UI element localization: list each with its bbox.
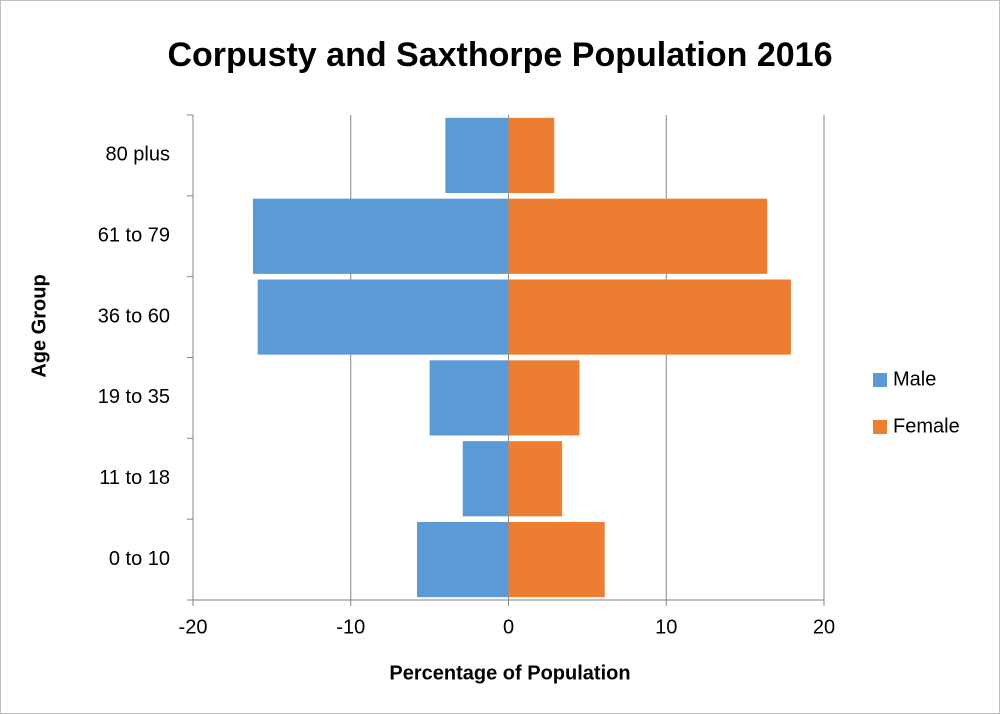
bar xyxy=(508,521,605,598)
bar xyxy=(429,360,509,436)
x-axis-title: Percentage of Population xyxy=(389,662,630,684)
x-tick-label: 20 xyxy=(813,616,835,638)
bar xyxy=(508,279,791,355)
bar xyxy=(462,441,509,517)
legend-label: Female xyxy=(893,415,960,437)
y-tick-label: 36 to 60 xyxy=(98,305,170,327)
legend-swatch xyxy=(873,373,887,387)
x-tick-label: 10 xyxy=(655,616,677,638)
bar xyxy=(257,279,509,355)
x-tick-label: -10 xyxy=(336,616,365,638)
y-tick-label: 11 to 18 xyxy=(99,467,170,489)
legend-swatch xyxy=(873,420,887,434)
bar xyxy=(508,117,555,194)
chart-title: Corpusty and Saxthorpe Population 2016 xyxy=(167,36,832,74)
legend-label: Male xyxy=(893,368,936,390)
bar xyxy=(508,360,580,436)
y-tick-label: 61 to 79 xyxy=(98,225,170,247)
bar xyxy=(252,198,509,274)
bar xyxy=(445,117,509,194)
bar xyxy=(508,441,563,517)
y-tick-label: 0 to 10 xyxy=(109,548,170,570)
y-axis-title: Age Group xyxy=(28,274,50,377)
x-tick-label: -20 xyxy=(179,616,208,638)
bar xyxy=(417,521,509,598)
x-tick-label: 0 xyxy=(503,616,514,638)
bar xyxy=(508,198,768,274)
y-tick-label: 19 to 35 xyxy=(98,386,170,408)
y-tick-label: 80 plus xyxy=(106,144,171,166)
